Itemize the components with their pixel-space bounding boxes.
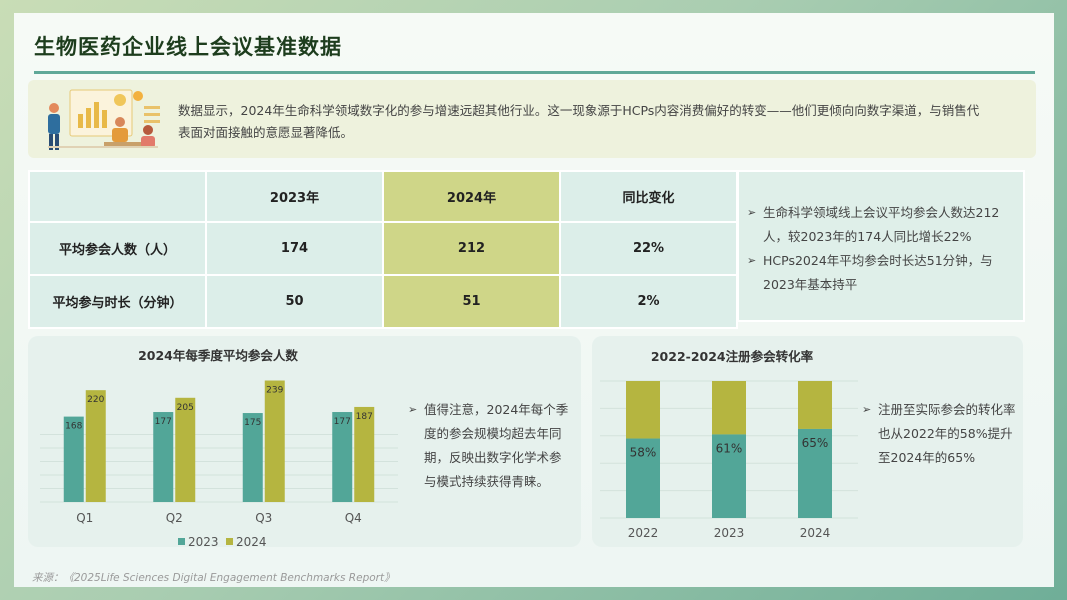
stats-table: 2023年 2024年 同比变化 平均参会人数（人） 174 212 22% 平…	[28, 170, 738, 329]
row-label: 平均参与时长（分钟）	[28, 274, 207, 329]
bar-rate	[626, 438, 660, 518]
row-label: 平均参会人数（人）	[28, 221, 207, 276]
bar-2024	[175, 397, 196, 502]
data-label: 65%	[802, 436, 829, 450]
x-tick-label: 2022	[628, 526, 659, 540]
bar-remainder	[712, 381, 746, 435]
data-label: 61%	[716, 441, 743, 455]
x-tick-label: Q1	[76, 511, 93, 525]
chart-title: 2024年每季度平均参会人数	[138, 348, 298, 363]
legend-label: 2023	[188, 535, 219, 547]
x-tick-label: 2023	[714, 526, 745, 540]
data-label: 168	[65, 422, 82, 432]
bar-remainder	[798, 381, 832, 429]
table-cell: 212	[382, 221, 561, 276]
bar-rate	[712, 434, 746, 518]
bar-2023	[63, 416, 84, 502]
chart-note: ➢ 注册至实际参会的转化率也从2022年的58%提升至2024年的65%	[854, 398, 1018, 470]
data-label: 175	[244, 418, 261, 428]
intro-box: 数据显示，2024年生命科学领域数字化的参与增速远超其他行业。这一现象源于HCP…	[28, 80, 1036, 158]
data-label: 177	[155, 417, 172, 427]
table-header-cell: 2023年	[205, 170, 384, 223]
arrow-bullet-icon: ➢	[747, 254, 757, 267]
table-row: 平均参与时长（分钟） 50 51 2%	[28, 274, 738, 329]
x-tick-label: Q2	[166, 511, 183, 525]
arrow-bullet-icon: ➢	[408, 403, 418, 416]
data-label: 187	[356, 412, 373, 422]
bar-2023	[153, 412, 174, 502]
summary-item: ➢ 生命科学领域线上会议平均参会人数达212人，较2023年的174人同比增长22…	[739, 201, 1017, 249]
quarterly-attendance-chart: 168 220 Q1 177 205 Q2 175 239 Q3 177 187 Q4 2023 2024	[40, 380, 398, 547]
legend-label: 2024	[236, 535, 267, 547]
table-header-row: 2023年 2024年 同比变化	[28, 170, 738, 223]
bar-2024	[354, 406, 375, 502]
legend-swatch	[226, 538, 233, 545]
table-header-cell	[28, 170, 207, 223]
page-title: 生物医药企业线上会议基准数据	[34, 35, 342, 59]
table-row: 平均参会人数（人） 174 212 22%	[28, 221, 738, 276]
bar-2023	[242, 413, 263, 502]
bar-2023	[332, 412, 353, 502]
data-label: 58%	[630, 446, 657, 460]
legend-swatch	[178, 538, 185, 545]
table-cell: 51	[382, 274, 561, 329]
data-label: 205	[177, 403, 194, 413]
intro-text: 数据显示，2024年生命科学领域数字化的参与增速远超其他行业。这一现象源于HCP…	[178, 103, 980, 140]
conversion-rate-chart: 58% 2022 61% 2023 65% 2024	[600, 380, 858, 540]
data-label: 239	[266, 386, 283, 396]
summary-box: ➢ 生命科学领域线上会议平均参会人数达212人，较2023年的174人同比增长22…	[737, 170, 1025, 322]
bar-rate	[798, 428, 832, 518]
presentation-illustration	[48, 89, 160, 150]
bar-remainder	[626, 381, 660, 439]
table-header-cell: 2024年	[382, 170, 561, 223]
table-cell: 50	[205, 274, 384, 329]
slide: 生物医药企业线上会议基准数据 数据显示，2024年生命科学领域数字化的参与增速	[14, 13, 1054, 587]
x-tick-label: Q4	[345, 511, 362, 525]
table-cell: 22%	[559, 221, 738, 276]
bar-2024	[264, 380, 285, 502]
arrow-bullet-icon: ➢	[862, 403, 872, 416]
conversion-chart-panel: 2022-2024注册参会转化率 58% 2022 61% 2023 65% 2024 ➢…	[592, 336, 1023, 547]
table-header-cell: 同比变化	[559, 170, 738, 223]
table-cell: 174	[205, 221, 384, 276]
chart-note: ➢ 值得注意，2024年每个季度的参会规模均超去年同期，反映出数字化学术参与模式持…	[400, 398, 572, 494]
x-tick-label: Q3	[255, 511, 272, 525]
x-tick-label: 2024	[800, 526, 831, 540]
data-label: 220	[87, 395, 104, 405]
title-divider	[34, 71, 1035, 74]
summary-item: ➢ HCPs2024年平均参会时长达51分钟，与2023年基本持平	[739, 249, 1017, 297]
table-cell: 2%	[559, 274, 738, 329]
bar-2024	[85, 390, 106, 502]
arrow-bullet-icon: ➢	[747, 206, 757, 219]
quarterly-chart-panel: 2024年每季度平均参会人数 168 220 Q1 177 205 Q2 175 239 Q3 1…	[28, 336, 581, 547]
chart-title: 2022-2024注册参会转化率	[650, 349, 814, 364]
source-note: 来源：《2025Life Sciences Digital Engagement…	[32, 572, 395, 584]
data-label: 177	[334, 417, 351, 427]
